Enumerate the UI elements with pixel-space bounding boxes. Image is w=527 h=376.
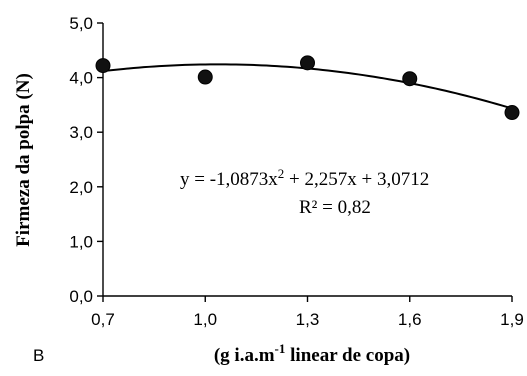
y-ticks: 0,0 1,0 2,0 3,0 4,0 5,0: [69, 14, 103, 306]
data-point: [504, 105, 520, 121]
y-tick-label: 1,0: [69, 232, 93, 251]
equation-exponent: 2: [278, 166, 285, 181]
y-tick-label: 4,0: [69, 69, 93, 88]
equation-text: y = -1,0873x2 + 2,257x + 3,0712: [180, 166, 429, 190]
x-tick-label: 1,9: [500, 310, 524, 329]
data-points: [95, 55, 520, 121]
x-tick-label: 1,0: [193, 310, 217, 329]
data-point: [95, 58, 111, 74]
r-squared-text: R² = 0,82: [299, 197, 371, 218]
fit-curve: [102, 63, 513, 110]
y-tick-label: 5,0: [69, 14, 93, 33]
data-point: [197, 69, 213, 85]
y-axis-title: Firmeza da polpa (N): [13, 73, 34, 247]
x-tick-label: 1,6: [398, 310, 422, 329]
panel-label: B: [33, 346, 44, 365]
y-tick-label: 0,0: [69, 287, 93, 306]
x-ticks: 0,7 1,0 1,3 1,6 1,9: [91, 296, 524, 329]
x-tick-label: 1,3: [296, 310, 320, 329]
x-axis-title: (g i.a.m-1 linear de copa): [214, 341, 410, 366]
y-tick-label: 3,0: [69, 123, 93, 142]
data-point: [300, 55, 315, 71]
x-axis-title-superscript: -1: [275, 341, 286, 356]
x-tick-label: 0,7: [91, 310, 115, 329]
data-point: [402, 71, 418, 87]
y-tick-label: 2,0: [69, 178, 93, 197]
